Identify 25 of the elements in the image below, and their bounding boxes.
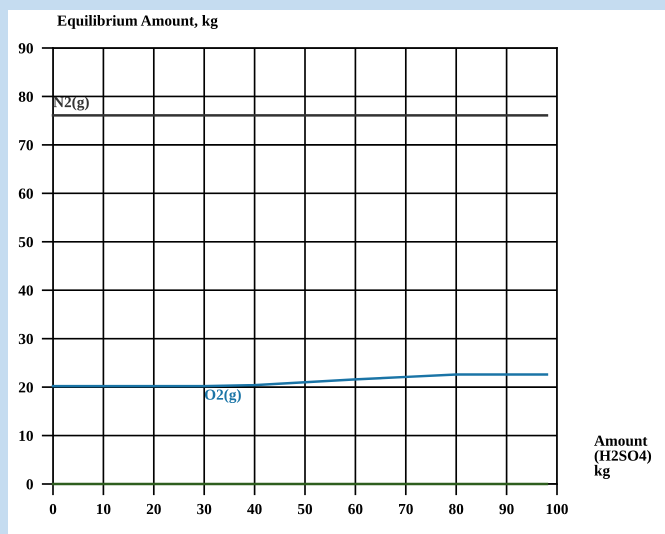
x-tick-label: 70: [399, 504, 413, 514]
x-axis-title: Amount (H2SO4) kg: [594, 436, 652, 479]
x-tick-label: 90: [499, 504, 514, 514]
chart-title: Equilibrium Amount, kg: [57, 15, 218, 29]
x-tick-label: 10: [96, 504, 110, 514]
x-tick-label: 0: [50, 504, 56, 514]
y-tick-label: 50: [18, 236, 33, 248]
series-label: O2(g): [204, 389, 241, 404]
y-tick-label: 20: [18, 382, 33, 393]
y-tick-label: 90: [18, 43, 33, 54]
x-tick-label: 100: [546, 504, 568, 514]
x-tick-label: 50: [298, 504, 312, 514]
y-tick-label: 30: [18, 334, 33, 344]
y-tick-label: 80: [18, 92, 33, 102]
y-tick-label: 0: [26, 479, 33, 490]
line-series: [52, 373, 548, 388]
x-tick-label: 20: [146, 504, 161, 514]
y-tick-label: 10: [20, 430, 33, 442]
y-tick-label: 70: [19, 140, 33, 150]
x-tick-label: 60: [348, 504, 362, 514]
x-tick-label: 40: [247, 504, 262, 514]
x-tick-label: 80: [449, 504, 464, 514]
x-tick-label: 30: [197, 504, 212, 514]
y-tick-label: 60: [18, 188, 33, 199]
y-tick-label: 40: [18, 285, 33, 296]
